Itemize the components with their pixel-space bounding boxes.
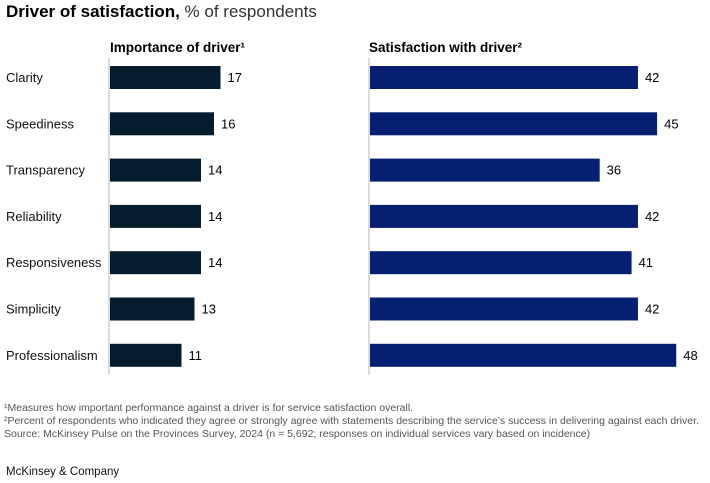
category-label: Speediness bbox=[6, 116, 74, 131]
chart-title-unit: % of respondents bbox=[179, 2, 317, 21]
satisfaction-bar-transparency bbox=[370, 158, 600, 182]
importance-bar-clarity bbox=[110, 66, 221, 89]
importance-value-label: 13 bbox=[202, 302, 216, 317]
satisfaction-value-label: 45 bbox=[664, 116, 678, 131]
satisfaction-value-label: 41 bbox=[639, 255, 653, 270]
importance-bar-transparency bbox=[110, 158, 201, 182]
satisfaction-value-label: 42 bbox=[645, 70, 659, 85]
satisfaction-value-label: 36 bbox=[607, 163, 621, 178]
importance-bar-professionalism bbox=[110, 343, 182, 367]
category-label: Professionalism bbox=[6, 348, 98, 363]
category-label: Simplicity bbox=[6, 302, 61, 317]
satisfaction-bar-reliability bbox=[370, 204, 638, 228]
satisfaction-value-label: 48 bbox=[683, 348, 697, 363]
satisfaction-panel: 42 45 36 42 41 42 48 bbox=[368, 58, 698, 375]
importance-value-label: 16 bbox=[221, 116, 235, 131]
importance-value-label: 14 bbox=[208, 163, 222, 178]
panel-title-importance: Importance of driver¹ bbox=[110, 40, 246, 55]
importance-panel: 17 Clarity 16 Speediness 14 Transparency 14 Rel… bbox=[6, 58, 242, 375]
category-label: Transparency bbox=[6, 163, 85, 178]
satisfaction-value-label: 42 bbox=[645, 302, 659, 317]
satisfaction-value-label: 42 bbox=[645, 209, 659, 224]
panel-title-satisfaction: Satisfaction with driver² bbox=[369, 40, 523, 55]
importance-value-label: 14 bbox=[208, 255, 222, 270]
importance-bar-responsiveness bbox=[110, 251, 201, 275]
source-note: Source: McKinsey Pulse on the Provinces … bbox=[4, 428, 591, 440]
chart-title: Driver of satisfaction, % of respondents bbox=[6, 1, 317, 23]
satisfaction-bar-simplicity bbox=[370, 297, 638, 321]
importance-value-label: 11 bbox=[189, 348, 203, 363]
category-label: Clarity bbox=[6, 70, 43, 85]
footnote-2: ²Percent of respondents who indicated th… bbox=[4, 415, 699, 427]
category-label: Reliability bbox=[6, 209, 62, 224]
importance-bar-reliability bbox=[110, 204, 201, 228]
bar-charts: Importance of driver¹ Satisfaction with … bbox=[6, 40, 698, 375]
brand-logo-text: McKinsey & Company bbox=[6, 466, 120, 478]
satisfaction-bar-professionalism bbox=[370, 343, 677, 367]
satisfaction-bar-speediness bbox=[370, 112, 658, 136]
chart-title-main: Driver of satisfaction, bbox=[6, 2, 180, 21]
satisfaction-bar-clarity bbox=[370, 66, 638, 89]
footnote-1: ¹Measures how important performance agai… bbox=[4, 402, 414, 414]
satisfaction-bar-responsiveness bbox=[370, 251, 632, 275]
importance-value-label: 14 bbox=[208, 209, 222, 224]
importance-bar-speediness bbox=[110, 112, 214, 136]
importance-value-label: 17 bbox=[228, 70, 242, 85]
importance-bar-simplicity bbox=[110, 297, 195, 321]
category-label: Responsiveness bbox=[6, 255, 102, 270]
